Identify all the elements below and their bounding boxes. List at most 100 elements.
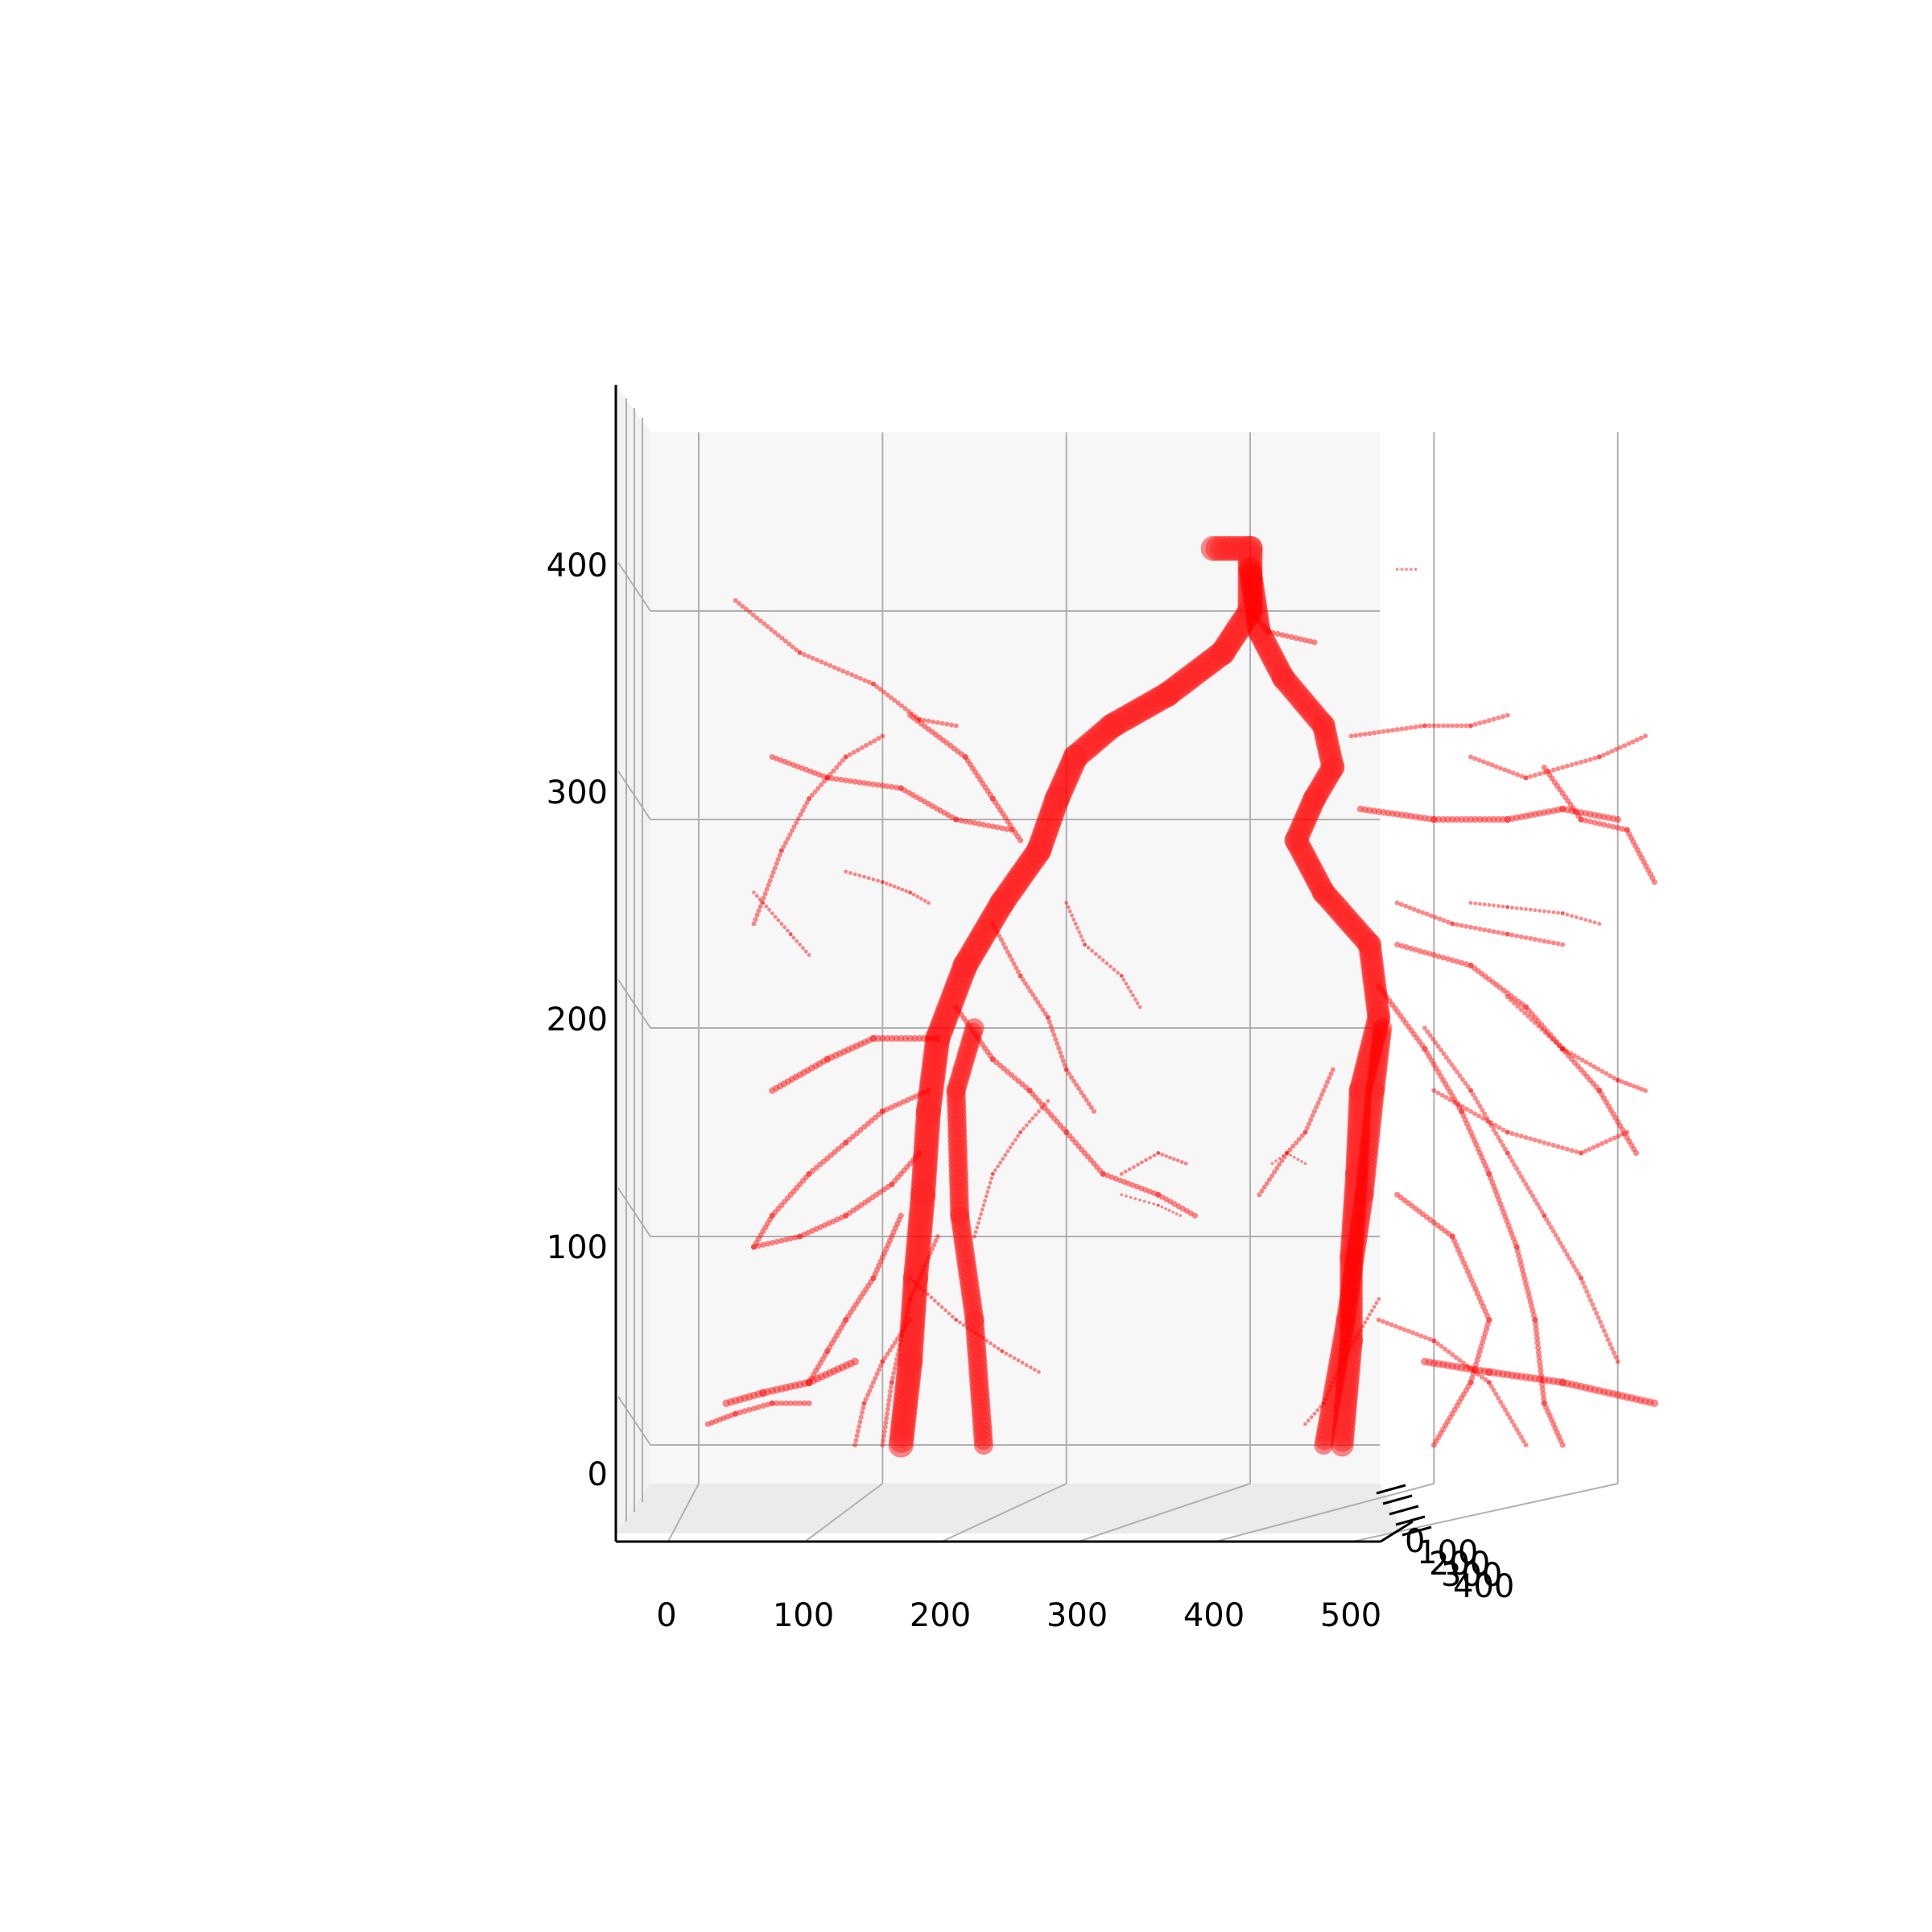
vessel-point [947, 965, 973, 991]
vessel-point [1037, 807, 1063, 833]
vessel-point [1166, 673, 1191, 699]
vessel-point [800, 808, 806, 813]
vessel-point [894, 1381, 919, 1407]
vessel-point [857, 1127, 864, 1133]
vessel-point [769, 753, 775, 760]
vessel-point [1439, 1344, 1444, 1349]
vessel-point [770, 869, 776, 875]
vessel-point [1410, 1330, 1415, 1335]
vessel-point [1485, 761, 1491, 766]
vessel-point [939, 1305, 944, 1310]
vessel-point [1027, 1120, 1032, 1124]
vessel-point [1534, 1340, 1541, 1346]
y-axis-line [1380, 1520, 1414, 1543]
vessel-point [1100, 958, 1105, 963]
vessel-point [1261, 1184, 1267, 1190]
vessel-point [873, 1191, 880, 1198]
vessel-point [773, 1385, 781, 1394]
vessel-point [1032, 820, 1058, 846]
vessel-point [1329, 1385, 1333, 1389]
vessel-point [885, 1241, 891, 1248]
vessel-point [754, 1390, 762, 1398]
vessel-point [1518, 1174, 1524, 1179]
vessel-point [1596, 1066, 1601, 1071]
vessel-point [1293, 1155, 1296, 1159]
vessel-point [1056, 1045, 1062, 1051]
vessel-point [894, 1220, 901, 1228]
vessel-point [933, 1004, 959, 1030]
vessel-point [1353, 1335, 1358, 1340]
vessel-point [1517, 1373, 1525, 1381]
vessel-point [889, 1422, 914, 1449]
vessel-point [1362, 732, 1368, 737]
vessel-point [1265, 629, 1272, 635]
vessel-point [1345, 1148, 1369, 1172]
vessel-point [1600, 821, 1608, 828]
vessel-point [1042, 1011, 1048, 1017]
vessel-point [1331, 1414, 1356, 1438]
vessel-point [1523, 935, 1529, 940]
vessel-point [1430, 1036, 1435, 1042]
vessel-point [753, 917, 758, 923]
vessel-point [1414, 568, 1418, 571]
vessel-point [1468, 962, 1474, 968]
vessel-point [1443, 1081, 1449, 1088]
vessel-point [1247, 616, 1270, 639]
vessel-point [1340, 1329, 1363, 1352]
vessel-point [760, 1228, 766, 1235]
vessel-point [1487, 902, 1492, 907]
vessel-point [1597, 922, 1602, 926]
vessel-point [791, 762, 797, 768]
vessel-point [935, 720, 940, 725]
vessel-point [1447, 1059, 1452, 1064]
vessel-point [946, 1080, 966, 1100]
vessel-point [1510, 1235, 1517, 1241]
vessel-point [966, 929, 992, 955]
vessel-point [1053, 1037, 1059, 1042]
vessel-point [1306, 1418, 1311, 1423]
vessel-point [861, 1124, 868, 1130]
vessel-point [1344, 1180, 1368, 1204]
vessel-point [1533, 908, 1538, 913]
vessel-point [909, 1292, 914, 1298]
vessel-point [1514, 1132, 1520, 1137]
vessel-point [1546, 769, 1551, 774]
vessel-point [1497, 1201, 1504, 1208]
vessel-point [994, 882, 1020, 908]
vessel-point [1329, 1347, 1349, 1367]
vessel-point [1356, 1332, 1360, 1336]
vessel-point [811, 1372, 817, 1378]
vessel-point [1307, 638, 1313, 645]
vessel-point [1311, 771, 1335, 795]
vessel-point [1340, 1269, 1363, 1293]
vessel-segment [1348, 712, 1510, 739]
vessel-segment [990, 921, 1096, 1114]
vessel-point [794, 647, 799, 653]
vessel-point [936, 1302, 941, 1307]
vessel-point [1286, 824, 1310, 848]
vessel-point [782, 1199, 788, 1205]
vessel-point [906, 708, 911, 714]
vessel-point [1469, 1133, 1476, 1140]
vessel-point [1579, 759, 1583, 765]
vessel-point [1591, 1145, 1596, 1150]
vessel-point [835, 1146, 842, 1152]
vessel-point [1529, 1017, 1534, 1022]
vessel-point [989, 890, 1015, 916]
vessel-point [999, 825, 1005, 832]
vessel-point [1318, 887, 1342, 911]
vessel-point [1308, 1117, 1314, 1122]
vessel-point [892, 1102, 898, 1109]
vessel-point [1360, 1133, 1380, 1153]
vessel-point [1311, 881, 1335, 905]
vessel-point [946, 1085, 966, 1105]
vessel-point [1613, 1354, 1619, 1360]
vessel-point [1348, 1227, 1368, 1246]
vessel-point [758, 904, 763, 910]
vessel-point [1315, 1100, 1321, 1106]
vessel-point [1385, 728, 1391, 733]
vessel-point [1618, 1392, 1627, 1400]
vessel-point [1022, 1084, 1029, 1091]
vessel-point [1534, 1331, 1540, 1337]
vessel-point [956, 1045, 976, 1065]
